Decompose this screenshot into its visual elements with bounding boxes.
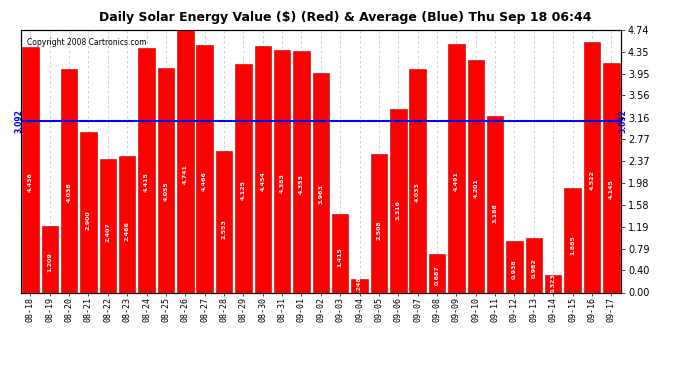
Text: 4.466: 4.466 [202, 171, 207, 191]
Text: 2.407: 2.407 [106, 223, 110, 242]
Text: 4.353: 4.353 [299, 174, 304, 194]
Bar [428, 255, 445, 292]
Bar [22, 47, 39, 292]
Text: 0.687: 0.687 [435, 266, 440, 285]
Text: 3.963: 3.963 [318, 184, 324, 204]
Text: Daily Solar Energy Value ($) (Red) & Average (Blue) Thu Sep 18 06:44: Daily Solar Energy Value ($) (Red) & Ave… [99, 11, 591, 24]
Text: 2.508: 2.508 [377, 220, 382, 240]
Bar [255, 46, 271, 292]
Text: 2.466: 2.466 [125, 221, 130, 241]
Bar [468, 60, 484, 292]
Text: 4.033: 4.033 [415, 182, 420, 202]
Bar [61, 69, 77, 292]
Bar [506, 240, 523, 292]
Bar [409, 69, 426, 292]
Text: 4.145: 4.145 [609, 179, 614, 199]
Bar [80, 132, 97, 292]
Text: 3.092: 3.092 [618, 110, 627, 133]
Text: 4.383: 4.383 [279, 173, 284, 193]
Text: 4.522: 4.522 [589, 170, 595, 190]
Text: 4.201: 4.201 [473, 178, 478, 198]
Bar [313, 73, 329, 292]
Text: 4.436: 4.436 [28, 172, 33, 192]
Text: 0.938: 0.938 [512, 259, 517, 279]
Bar [487, 116, 504, 292]
Text: 4.415: 4.415 [144, 172, 149, 192]
Text: 3.188: 3.188 [493, 203, 497, 223]
Bar [603, 63, 620, 292]
Bar [119, 156, 135, 292]
Text: 4.055: 4.055 [164, 182, 168, 201]
Text: 4.741: 4.741 [183, 164, 188, 184]
Bar [177, 30, 193, 292]
Bar [564, 188, 581, 292]
Text: 3.316: 3.316 [396, 200, 401, 220]
Text: 4.491: 4.491 [454, 171, 459, 190]
Text: 1.885: 1.885 [570, 236, 575, 255]
Bar [99, 159, 116, 292]
Text: 4.454: 4.454 [260, 172, 265, 192]
Bar [138, 48, 155, 292]
Text: Copyright 2008 Cartronics.com: Copyright 2008 Cartronics.com [27, 38, 146, 47]
Text: 1.415: 1.415 [337, 247, 343, 267]
Bar [545, 274, 562, 292]
Bar [235, 64, 252, 292]
Bar [158, 68, 174, 292]
Bar [390, 109, 406, 292]
Text: 4.125: 4.125 [241, 180, 246, 200]
Bar [526, 238, 542, 292]
Bar [293, 51, 310, 292]
Bar [584, 42, 600, 292]
Text: 2.900: 2.900 [86, 210, 91, 230]
Bar [197, 45, 213, 292]
Text: 0.982: 0.982 [531, 258, 536, 278]
Text: 2.553: 2.553 [221, 219, 226, 239]
Text: 0.248: 0.248 [357, 276, 362, 296]
Bar [274, 50, 290, 292]
Bar [332, 214, 348, 292]
Text: 0.323: 0.323 [551, 274, 555, 293]
Bar [41, 225, 58, 292]
Bar [371, 154, 387, 292]
Bar [351, 279, 368, 292]
Text: 4.038: 4.038 [67, 182, 72, 202]
Text: 1.209: 1.209 [47, 252, 52, 272]
Text: 3.092: 3.092 [14, 110, 23, 133]
Bar [448, 44, 464, 292]
Bar [216, 151, 233, 292]
